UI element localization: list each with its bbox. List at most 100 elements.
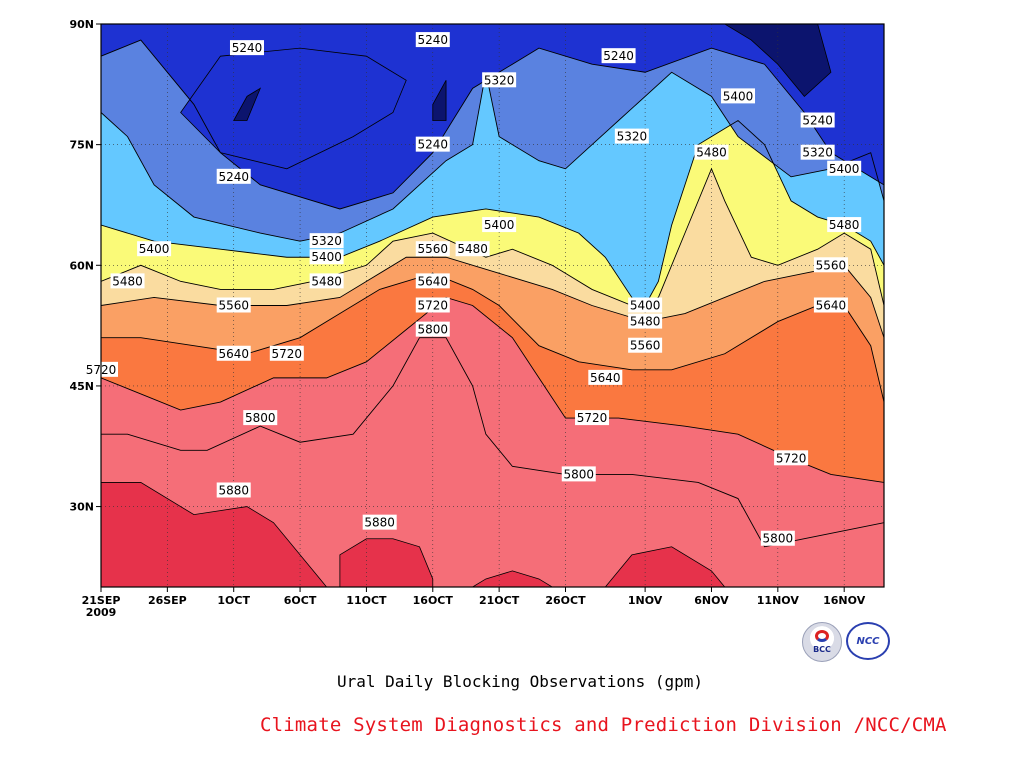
contour-label-text: 5880 bbox=[364, 516, 395, 530]
contour-line-5560 bbox=[101, 256, 884, 338]
contour-label-box bbox=[415, 32, 450, 48]
contour-label-text: 5800 bbox=[418, 323, 449, 337]
x-tick-label: 16NOV bbox=[823, 594, 866, 607]
contour-label: 5640 bbox=[813, 297, 848, 313]
contour-label: 5400 bbox=[309, 249, 344, 265]
closed-region-fill-5880 bbox=[339, 538, 433, 587]
closed-region-fill-5880 bbox=[101, 482, 327, 587]
contour-label-text: 5640 bbox=[218, 347, 249, 361]
contour-label-text: 5800 bbox=[563, 467, 594, 481]
contour-label-box bbox=[601, 48, 636, 64]
contour-label-box bbox=[110, 273, 145, 289]
contour-line-5800 bbox=[101, 337, 884, 548]
contour-label-text: 5480 bbox=[112, 274, 143, 288]
contour-label-text: 5480 bbox=[311, 274, 342, 288]
x-tick-label: 26SEP bbox=[148, 594, 187, 607]
contour-label: 5400 bbox=[827, 160, 862, 176]
contour-label-box bbox=[827, 217, 862, 233]
contour-label-box bbox=[216, 297, 251, 313]
contour-label-box bbox=[482, 217, 517, 233]
y-tick-label: 60N bbox=[69, 259, 94, 272]
contour-label-box bbox=[362, 514, 397, 530]
contour-label: 5800 bbox=[760, 530, 795, 546]
x-tick-label: 6NOV bbox=[694, 594, 729, 607]
contour-label: 5560 bbox=[216, 297, 251, 313]
contour-label-box bbox=[415, 241, 450, 257]
contour-fills bbox=[101, 24, 884, 587]
contour-label-text: 5400 bbox=[723, 89, 754, 103]
contour-label: 5480 bbox=[694, 144, 729, 160]
contour-label-box bbox=[800, 144, 835, 160]
contour-label-box bbox=[229, 40, 264, 56]
x-tick-label: 21SEP bbox=[82, 594, 121, 607]
closed-region-fill-5240 bbox=[180, 48, 407, 169]
contour-label-text: 5320 bbox=[484, 73, 515, 87]
contour-label-box bbox=[628, 297, 663, 313]
contour-label: 5720 bbox=[415, 297, 450, 313]
contour-label-box bbox=[415, 321, 450, 337]
contour-label-text: 5240 bbox=[218, 170, 249, 184]
contour-label: 5560 bbox=[415, 241, 450, 257]
contour-label-text: 5480 bbox=[457, 242, 488, 256]
contour-line-5480 bbox=[101, 167, 884, 306]
contour-label-text: 5640 bbox=[816, 299, 847, 313]
y-tick-label: 90N bbox=[69, 18, 94, 31]
contour-label: 5880 bbox=[362, 514, 397, 530]
contour-label: 5240 bbox=[415, 32, 450, 48]
x-tick-label: 6OCT bbox=[284, 594, 317, 607]
y-tick-label: 45N bbox=[69, 380, 94, 393]
contour-label-box bbox=[628, 313, 663, 329]
contour-label-text: 5320 bbox=[311, 234, 342, 248]
contour-label-box bbox=[813, 297, 848, 313]
contour-label: 5880 bbox=[216, 482, 251, 498]
contour-label-box bbox=[415, 297, 450, 313]
x-tick-label: 26OCT bbox=[545, 594, 586, 607]
contour-label: 5480 bbox=[827, 217, 862, 233]
closed-contour-line-5160 bbox=[233, 87, 262, 121]
contour-label-text: 5560 bbox=[218, 299, 249, 313]
contour-label-text: 5240 bbox=[418, 33, 449, 47]
contour-label-box bbox=[216, 168, 251, 184]
contour-label: 5320 bbox=[309, 233, 344, 249]
contour-label-text: 5640 bbox=[418, 274, 449, 288]
x-tick-label: 21OCT bbox=[479, 594, 520, 607]
contour-labels: 5240 5240 5240 5240 5240 5240 5320 5320 5320 5320… bbox=[84, 32, 862, 546]
contour-label-text: 5400 bbox=[139, 242, 170, 256]
closed-region-fill-5880 bbox=[605, 546, 725, 587]
contour-label-box bbox=[269, 345, 304, 361]
contour-label: 5320 bbox=[800, 144, 835, 160]
closed-contour-line-5880 bbox=[471, 570, 553, 587]
contour-label: 5400 bbox=[137, 241, 172, 257]
contour-label-box bbox=[415, 273, 450, 289]
contour-label-box bbox=[760, 530, 795, 546]
contour-label-box bbox=[137, 241, 172, 257]
contour-label-box bbox=[216, 345, 251, 361]
closed-region-fill-5160 bbox=[233, 88, 261, 121]
x-tick-label: 11OCT bbox=[346, 594, 387, 607]
closed-contour-line-5880 bbox=[604, 546, 726, 587]
contour-label-box bbox=[216, 482, 251, 498]
x-tick-label: 16OCT bbox=[413, 594, 454, 607]
contour-label-text: 5720 bbox=[418, 299, 449, 313]
contour-label-box bbox=[694, 144, 729, 160]
contour-label: 5800 bbox=[561, 466, 596, 482]
contour-line-5640 bbox=[101, 272, 884, 403]
x-tick-label: 11NOV bbox=[757, 594, 800, 607]
closed-region-fill-5880 bbox=[472, 570, 553, 587]
contour-label-text: 5320 bbox=[802, 146, 833, 160]
ncc-logo-text: NCC bbox=[856, 636, 880, 647]
contour-label: 5240 bbox=[229, 40, 264, 56]
x-tick-label: 1NOV bbox=[628, 594, 663, 607]
ncc-logo: NCC bbox=[846, 622, 890, 660]
contour-label-text: 5400 bbox=[630, 299, 661, 313]
bcc-logo: BCC bbox=[802, 622, 842, 662]
contour-label-text: 5320 bbox=[617, 130, 648, 144]
contour-label-box bbox=[561, 466, 596, 482]
contour-label-text: 5720 bbox=[272, 347, 303, 361]
plot-frame bbox=[100, 23, 885, 588]
contour-label-text: 5400 bbox=[311, 250, 342, 264]
contour-label-text: 5560 bbox=[630, 339, 661, 353]
contour-label-text: 5400 bbox=[484, 218, 515, 232]
contour-label-box bbox=[774, 450, 809, 466]
contour-label: 5560 bbox=[813, 257, 848, 273]
